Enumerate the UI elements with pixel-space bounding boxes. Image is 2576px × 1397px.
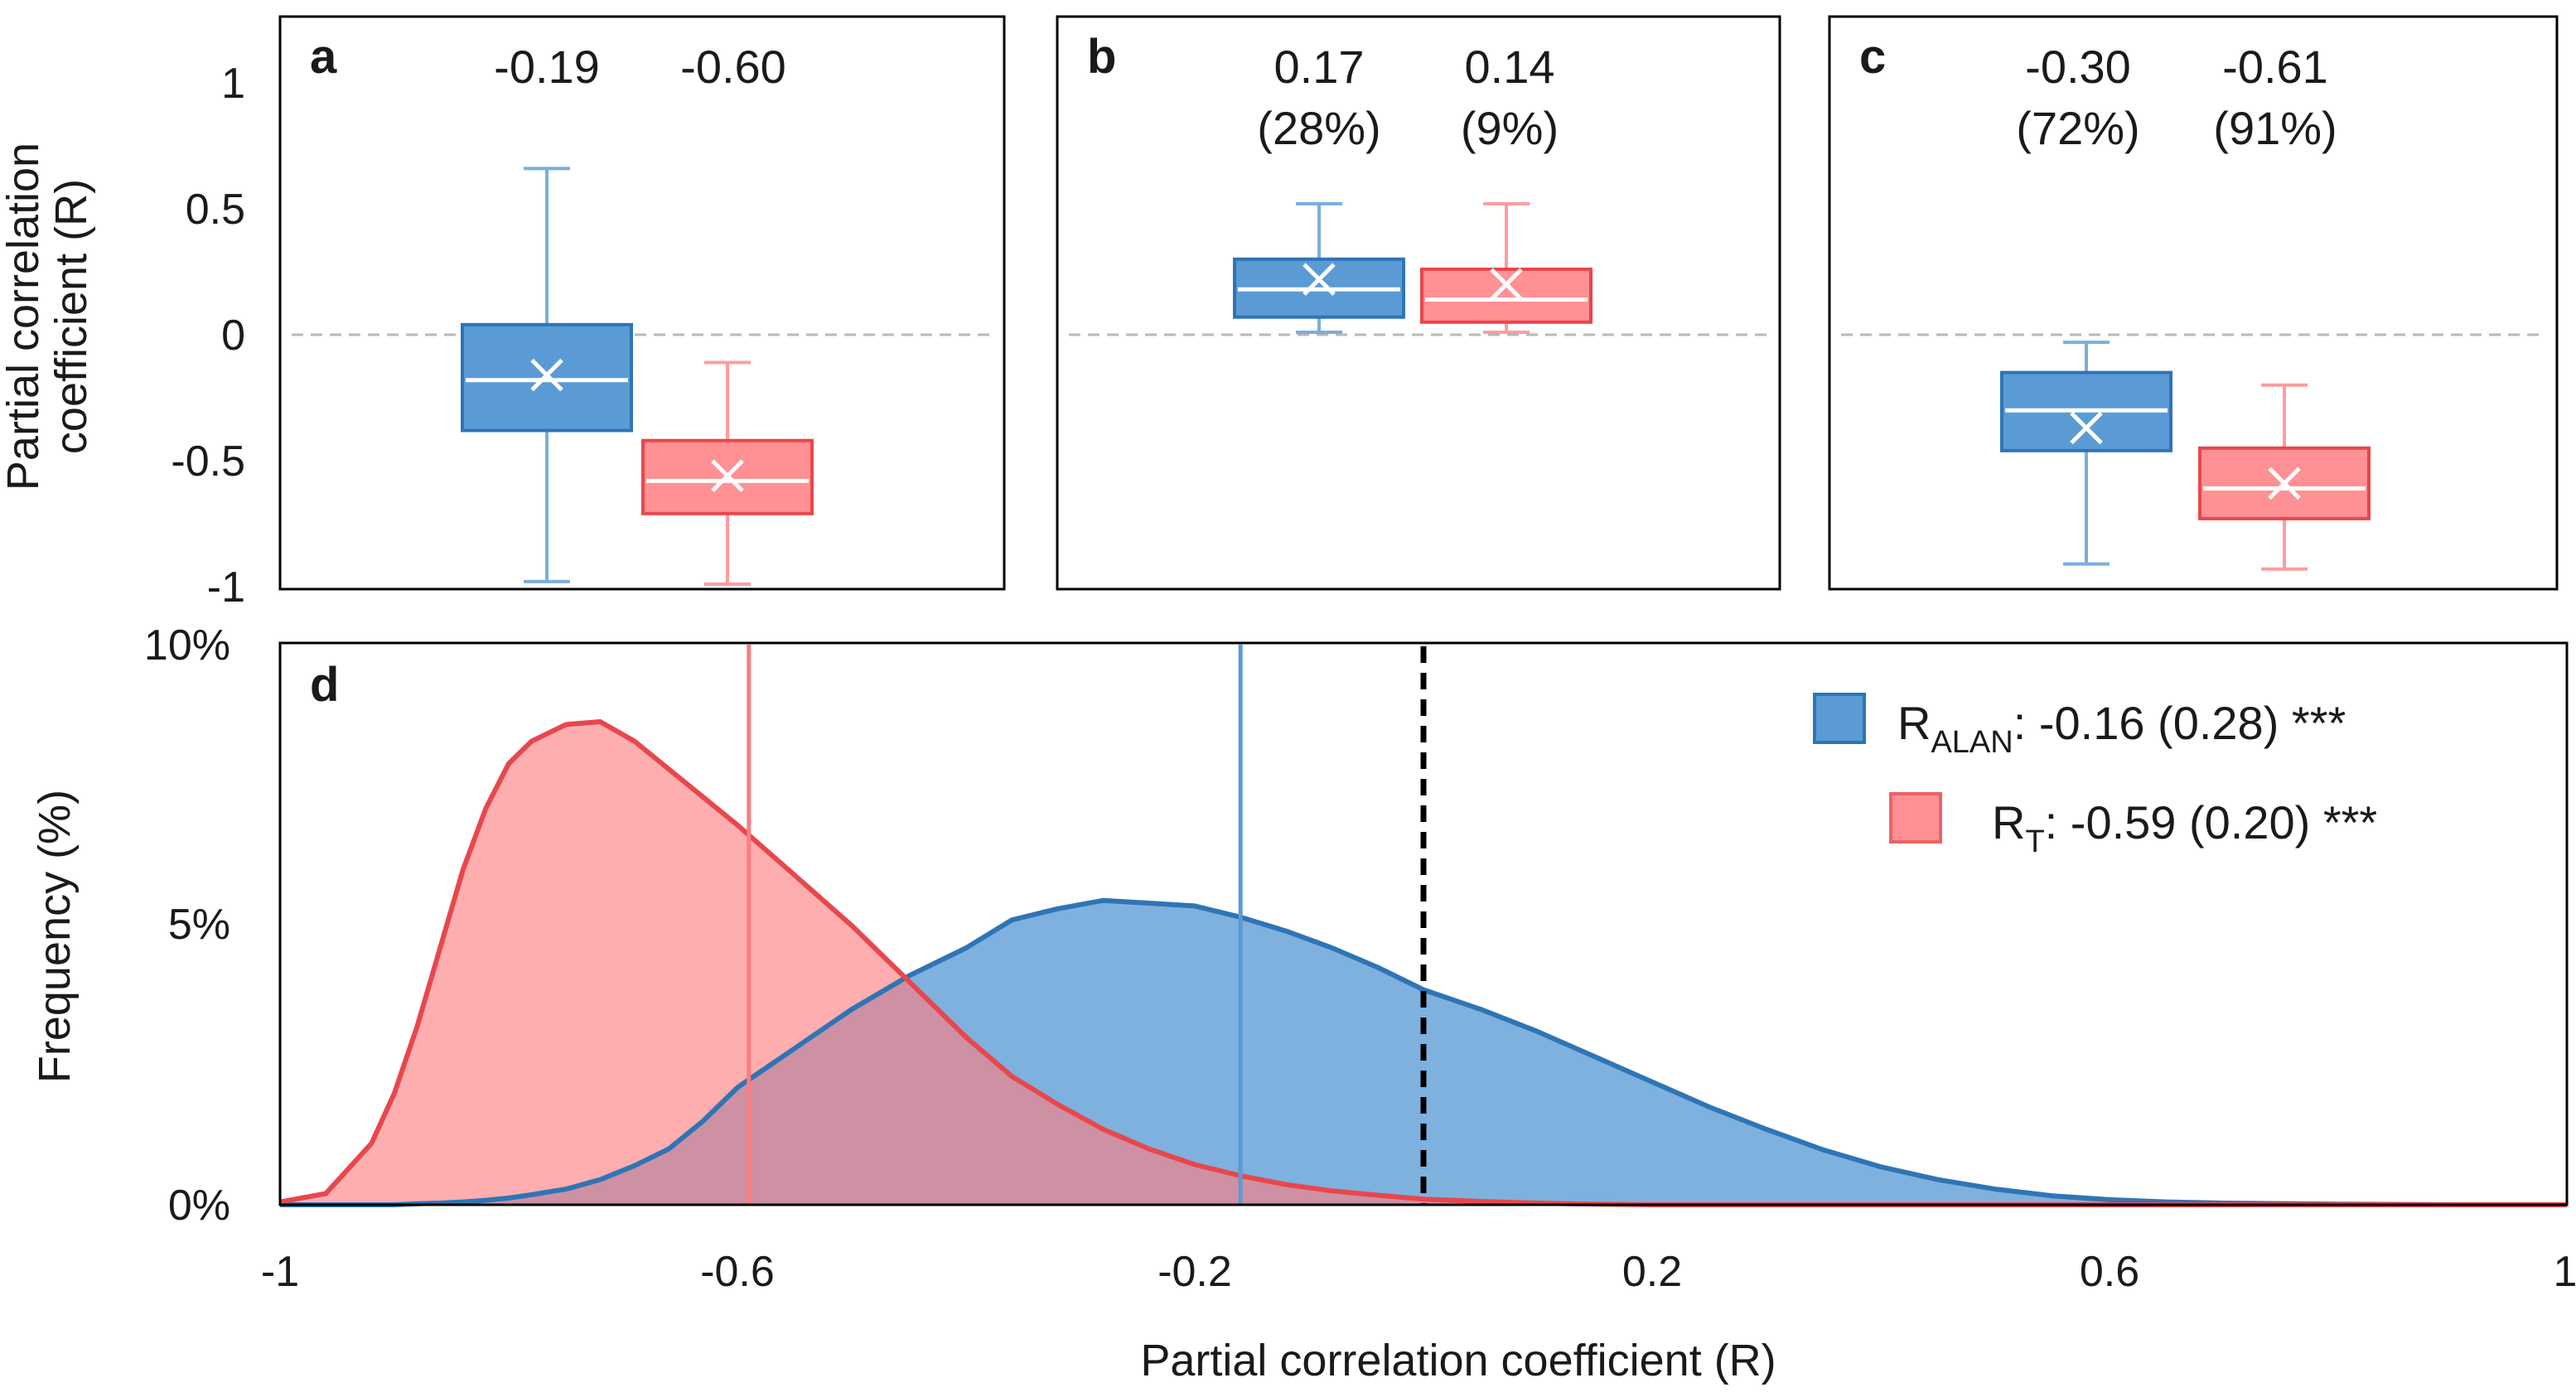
whisker-group [524, 167, 570, 583]
panel-a-red-median-label: -0.60 [680, 41, 786, 93]
box-iqr-red [1420, 267, 1592, 324]
mean-marker [1302, 263, 1336, 296]
mean-marker [2070, 411, 2103, 445]
top-y-axis-title-line1: Partial correlation [0, 143, 48, 491]
panel-c-red-median-label: -0.61 [2222, 41, 2328, 93]
area-r-t [280, 722, 2567, 1205]
panel-a-blue-median-label: -0.19 [494, 41, 600, 93]
y-tick-label: 0.5 [186, 186, 245, 234]
panel-a-frame [278, 15, 1006, 591]
mean-marker [711, 459, 744, 493]
panel-d-y-axis-title: Frequency (%) [30, 790, 80, 1083]
y-tick-label: 0% [168, 1182, 230, 1230]
panel-b-red-percent-label: (9%) [1461, 102, 1559, 154]
panel-c-letter: c [1859, 30, 1886, 84]
legend-symbol: R [1992, 796, 2025, 848]
panel-a-letter: a [310, 30, 337, 84]
panel-c-frame [1828, 15, 2559, 591]
panel-d-x-axis-title: Partial correlation coefficient (R) [1140, 1336, 1776, 1385]
whisker-group [1483, 201, 1530, 334]
legend: RALAN: -0.16 (0.28) *** RT: -0.59 (0.20)… [1813, 693, 2377, 859]
panel-d-letter: d [310, 658, 339, 712]
panel-b-blue-percent-label: (28%) [1257, 102, 1380, 154]
top-y-axis-title-line2: coefficient (R) [46, 179, 96, 454]
panel-b: b 0.17 0.14 (28%) (9%) [1056, 15, 1781, 591]
mean-marker [1490, 268, 1523, 301]
x-tick-label: -0.6 [700, 1248, 775, 1296]
legend-label-r-alan: RALAN: -0.16 (0.28) *** [1897, 697, 2346, 760]
panel-b-frame [1056, 15, 1781, 591]
y-tick-label: 10% [144, 621, 230, 669]
panel-a: a 1 0.5 0 -0.5 -1 -0.19 -0.60 [171, 15, 1006, 611]
panel-a-y-ticks: 1 0.5 0 -0.5 -1 [171, 60, 245, 611]
mean-marker [2268, 466, 2301, 500]
x-tick-label: 0.2 [1622, 1248, 1682, 1296]
panel-b-blue-median-label: 0.17 [1274, 41, 1365, 93]
y-tick-label: 0 [221, 312, 245, 360]
panel-c-red-percent-label: (91%) [2213, 102, 2337, 154]
legend-swatch-r-t [1889, 792, 1942, 844]
x-tick-label: 1 [2554, 1248, 2576, 1296]
panel-d-x-ticks: -1 -0.6 -0.2 0.2 0.6 1 [261, 1248, 2576, 1296]
panel-c-blue-median-label: -0.30 [2025, 41, 2131, 93]
panel-b-letter: b [1087, 30, 1116, 84]
legend-subscript: T [2025, 824, 2044, 859]
legend-symbol: R [1897, 697, 1931, 749]
y-tick-label: 1 [221, 60, 245, 108]
y-tick-label: 5% [168, 901, 230, 949]
whisker-group [2261, 383, 2308, 571]
outline-r-alan [280, 897, 2567, 1207]
panel-c-blue-percent-label: (72%) [2016, 102, 2139, 154]
y-tick-label: -0.5 [171, 437, 245, 486]
panel-d: d 10% 5% 0% -1 -0.6 -0.2 0.2 0.6 1 Parti… [30, 621, 2576, 1385]
panel-d-y-ticks: 10% 5% 0% [144, 621, 230, 1230]
x-tick-label: 0.6 [2080, 1248, 2139, 1296]
panel-d-frame [278, 641, 2569, 1206]
legend-label-r-t: RT: -0.59 (0.20) *** [1992, 796, 2377, 859]
panel-a-marks [292, 167, 993, 586]
panel-b-marks [1069, 201, 1768, 336]
box-iqr-blue [461, 322, 633, 433]
x-tick-label: -0.2 [1158, 1248, 1232, 1296]
panel-c-marks [1841, 333, 2545, 571]
legend-value: : -0.16 (0.28) *** [2013, 697, 2346, 749]
legend-swatch-r-alan [1813, 693, 1866, 744]
legend-value: : -0.59 (0.20) *** [2045, 796, 2378, 848]
x-tick-label: -1 [261, 1248, 299, 1296]
panel-b-red-median-label: 0.14 [1465, 41, 1555, 93]
whisker-group [2063, 341, 2110, 566]
whisker-group [1296, 201, 1342, 334]
mean-marker [530, 358, 563, 392]
whisker-group [704, 360, 751, 586]
legend-subscript: ALAN [1931, 725, 2013, 760]
y-tick-label: -1 [207, 563, 245, 611]
panel-c: c -0.30 -0.61 (72%) (91%) [1828, 15, 2559, 591]
